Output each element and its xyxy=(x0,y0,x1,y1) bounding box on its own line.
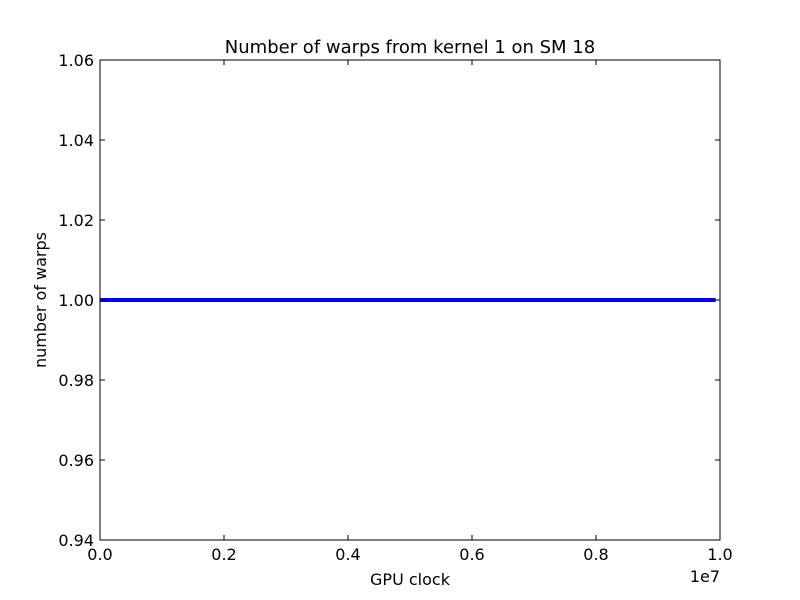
x-tick-label: 1.0 xyxy=(707,545,732,564)
y-tick-label: 1.04 xyxy=(58,131,94,150)
x-tick-label: 0.4 xyxy=(335,545,360,564)
y-tick-label: 0.98 xyxy=(58,371,94,390)
y-axis-ticks: 0.94 0.96 0.98 1.00 1.02 1.04 1.06 xyxy=(58,51,720,550)
y-tick-label: 0.96 xyxy=(58,451,94,470)
y-tick-label: 0.94 xyxy=(58,531,94,550)
x-axis-offset-label: 1e7 xyxy=(690,567,720,586)
x-axis-ticks: 0.0 0.2 0.4 0.6 0.8 1.0 xyxy=(87,60,733,564)
y-tick-label: 1.06 xyxy=(58,51,94,70)
chart-title: Number of warps from kernel 1 on SM 18 xyxy=(225,37,595,58)
x-tick-label: 0.6 xyxy=(459,545,484,564)
x-axis-label: GPU clock xyxy=(370,570,451,589)
x-tick-label: 0.2 xyxy=(211,545,236,564)
x-tick-label: 0.0 xyxy=(87,545,112,564)
y-tick-label: 1.02 xyxy=(58,211,94,230)
y-tick-label: 1.00 xyxy=(58,291,94,310)
y-axis-label: number of warps xyxy=(31,232,50,368)
x-tick-label: 0.8 xyxy=(583,545,608,564)
